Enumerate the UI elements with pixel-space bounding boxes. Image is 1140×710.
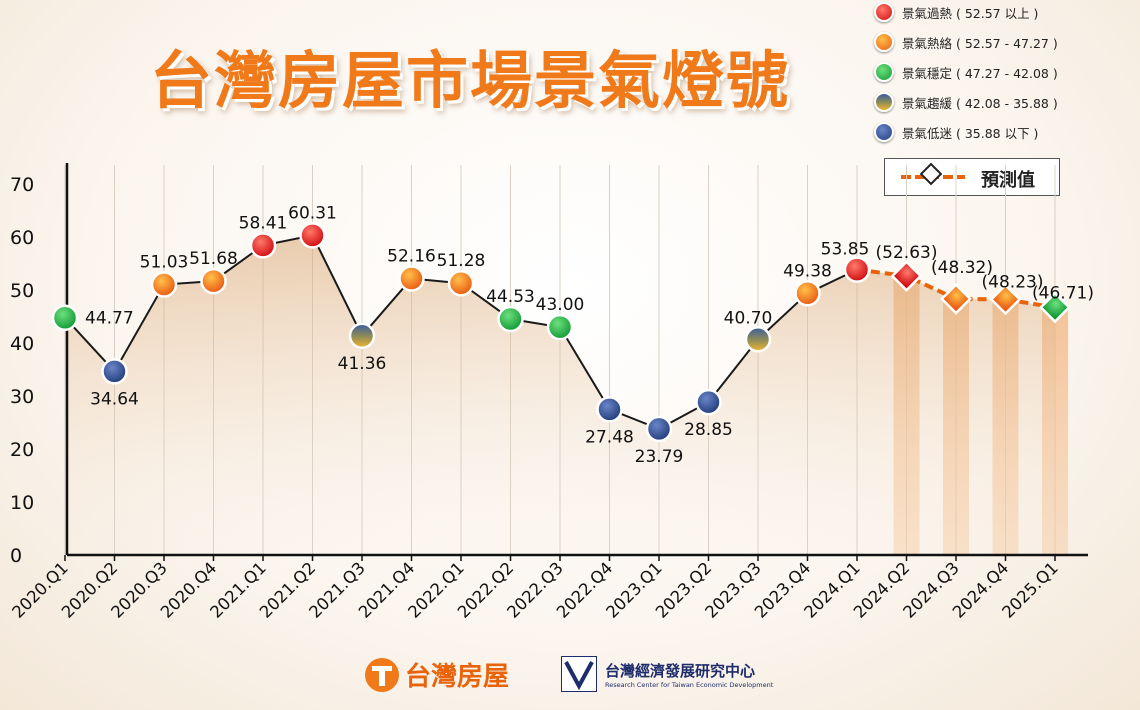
forecast-label: (46.71)	[1032, 283, 1094, 303]
point-overheat	[249, 232, 277, 259]
legend-dot-stable	[874, 62, 894, 82]
forecast-legend: 預測值	[884, 158, 1060, 196]
data-label: 27.48	[585, 427, 634, 447]
forecast-label: (48.32)	[931, 258, 993, 278]
y-tick-label: 20	[10, 439, 34, 461]
y-tick-label: 10	[10, 492, 34, 514]
forecast-point-hot	[989, 283, 1022, 316]
forecast-label: (52.63)	[876, 243, 938, 263]
forecast-legend-marker	[901, 162, 965, 186]
org-logo: 台灣經濟發展研究中心 Research Center for Taiwan Ec…	[561, 656, 773, 692]
point-stable	[497, 305, 524, 333]
y-tick-label: 40	[10, 333, 34, 355]
point-hot	[447, 269, 475, 297]
point-stable	[546, 313, 574, 341]
point-slowing	[744, 326, 772, 353]
legend-item-slowing: 景氣趨緩 ( 42.08 - 35.88 )	[874, 90, 1058, 114]
org-name-en: Research Center for Taiwan Economic Deve…	[605, 680, 774, 689]
data-label: 43.00	[536, 295, 585, 315]
point-slowing	[348, 322, 376, 350]
point-overheat	[299, 222, 326, 249]
data-label: 52.16	[387, 247, 436, 267]
y-tick-label: 0	[10, 545, 22, 567]
data-label: 34.64	[90, 389, 139, 409]
point-overheat	[843, 256, 871, 283]
legend-dot-hot	[874, 32, 894, 52]
footer-logos: 台灣房屋 台灣經濟發展研究中心 Research Center for Taiw…	[365, 652, 785, 698]
point-sluggish	[645, 415, 673, 443]
data-label: 41.36	[338, 354, 387, 374]
point-hot	[150, 271, 178, 298]
legend-label: 景氣趨緩 ( 42.08 - 35.88 )	[902, 95, 1058, 111]
legend-dot-sluggish	[874, 122, 894, 142]
data-label: 40.70	[724, 308, 773, 328]
forecast-point-stable	[1039, 291, 1071, 324]
y-tick-label: 30	[10, 386, 34, 408]
data-markers	[51, 222, 1071, 443]
data-label: 44.53	[486, 287, 535, 307]
forecast-point-hot	[940, 282, 972, 315]
brand-mark-icon	[365, 657, 399, 692]
point-sluggish	[596, 396, 623, 423]
y-tick-labels: 0 10 20 30 40 50 60 70	[10, 174, 34, 567]
point-sluggish	[101, 358, 128, 385]
area-fill	[65, 235, 1055, 555]
legend-item-overheat: 景氣過熱 ( 52.57 以上 )	[874, 0, 1038, 24]
point-hot	[794, 280, 821, 307]
point-hot	[398, 265, 425, 292]
legend-item-sluggish: 景氣低迷 ( 35.88 以下 )	[874, 120, 1038, 144]
legend-label: 景氣過熱 ( 52.57 以上 )	[902, 5, 1039, 21]
legend-dot-overheat	[874, 2, 894, 22]
point-stable	[51, 304, 79, 331]
data-label: 51.68	[189, 249, 238, 269]
legend-item-stable: 景氣穩定 ( 47.27 - 42.08 )	[874, 60, 1058, 84]
y-tick-label: 60	[10, 227, 34, 249]
x-tick-labels: 2020.Q12020.Q22020.Q32020.Q42021.Q12021.…	[8, 558, 1061, 621]
forecast-point-overheat	[890, 260, 923, 292]
data-label: 44.77	[85, 309, 134, 329]
point-sluggish	[695, 388, 722, 416]
point-hot	[200, 267, 227, 295]
brand-name: 台灣房屋	[405, 662, 510, 692]
legend-dot-slowing	[874, 92, 894, 112]
data-label: 23.79	[635, 447, 684, 467]
legend-label: 景氣穩定 ( 47.27 - 42.08 )	[902, 65, 1058, 81]
forecast-label: (48.23)	[982, 272, 1044, 292]
legend-item-hot: 景氣熱絡 ( 52.57 - 47.27 )	[874, 30, 1058, 54]
data-label: 49.38	[783, 261, 832, 281]
forecast-legend-label: 預測值	[981, 170, 1035, 191]
data-label: 53.85	[821, 240, 870, 260]
brand-logo: 台灣房屋	[365, 656, 509, 693]
data-label: 58.41	[239, 213, 288, 233]
legend-label: 景氣低迷 ( 35.88 以下 )	[902, 125, 1039, 141]
chart-title: 台灣房屋市場景氣燈號	[150, 44, 791, 117]
data-label: 51.03	[140, 253, 189, 273]
chart-axes	[64, 163, 1088, 561]
org-name-zh: 台灣經濟發展研究中心	[605, 661, 756, 680]
y-tick-label: 70	[10, 174, 34, 196]
data-label: 51.28	[437, 251, 486, 271]
org-mark-icon	[561, 656, 597, 692]
y-tick-label: 50	[10, 280, 34, 302]
legend-label: 景氣熱絡 ( 52.57 - 47.27 )	[902, 35, 1058, 51]
data-label: 28.85	[684, 420, 733, 440]
data-label: 60.31	[288, 203, 337, 223]
